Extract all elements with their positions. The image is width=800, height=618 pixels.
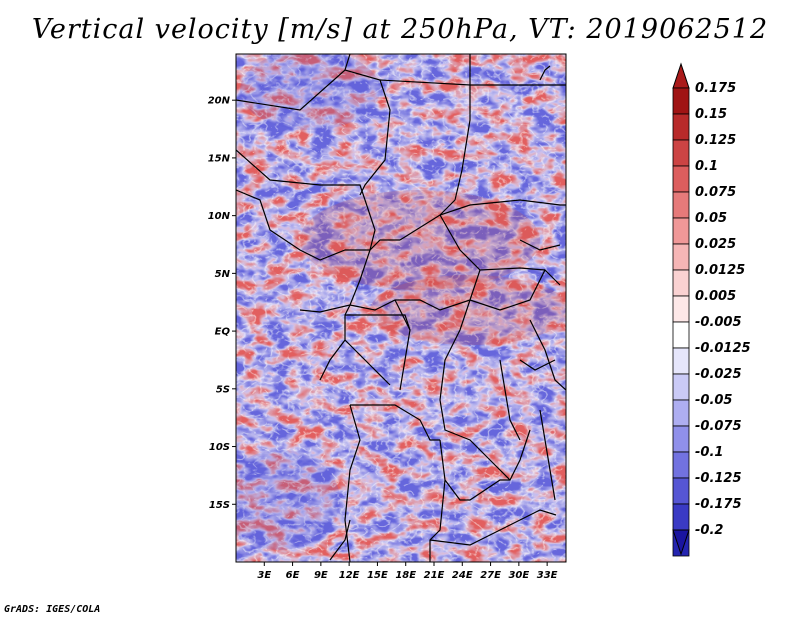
colorbar: 0.175 0.15 0.125 0.1 0.075 0.05 0.025 0.0125 0.0… <box>672 62 751 557</box>
colorbar-level-label: 0.0125 <box>695 263 745 278</box>
colorbar-level-label: 0.005 <box>695 289 736 304</box>
colorbar-swatch <box>672 321 690 349</box>
colorbar-level-label: 0.1 <box>695 159 718 174</box>
lon-tick-label: 12E <box>339 570 360 581</box>
colorbar-top-arrow <box>672 62 690 89</box>
colorbar-swatch <box>672 503 690 531</box>
colorbar-level-label: -0.0125 <box>695 341 751 356</box>
colorbar-level-label: 0.125 <box>695 133 736 148</box>
colorbar-level-label: -0.2 <box>695 523 723 538</box>
colorbar-swatch <box>672 451 690 479</box>
grads-credit: GrADS: IGES/COLA <box>4 604 101 615</box>
lat-tick-label: 10N <box>208 211 231 222</box>
map-title: Vertical velocity [m/s] at 250hPa, VT: 2… <box>31 14 769 45</box>
colorbar-level-label: 0.025 <box>695 237 736 252</box>
colorbar-swatch <box>672 243 690 271</box>
colorbar-level-label: -0.005 <box>695 315 742 330</box>
colorbar-swatch <box>672 347 690 375</box>
lat-tick-label: 15S <box>209 500 230 511</box>
colorbar-bottom-arrow <box>672 529 690 556</box>
colorbar-level-label: -0.1 <box>695 445 723 460</box>
lon-tick-label: 6E <box>286 570 300 581</box>
colorbar-level-label: -0.05 <box>695 393 732 408</box>
colorbar-swatch <box>672 217 690 245</box>
map-frame <box>235 53 567 563</box>
colorbar-level-label: -0.125 <box>695 471 742 486</box>
longitude-ticks: 3E 6E 9E 12E 15E 18E 21E 24E 27E 30E 33E <box>257 562 558 581</box>
colorbar-swatch <box>672 113 690 141</box>
colorbar-swatch <box>672 191 690 219</box>
colorbar-swatch <box>672 425 690 453</box>
lon-tick-label: 18E <box>395 570 416 581</box>
colorbar-level-label: -0.075 <box>695 419 742 434</box>
lon-tick-label: 30E <box>508 570 529 581</box>
lon-tick-label: 15E <box>367 570 388 581</box>
colorbar-swatch <box>672 87 690 115</box>
colorbar-swatch <box>672 373 690 401</box>
colorbar-level-label: 0.15 <box>695 107 727 122</box>
colorbar-swatch <box>672 269 690 297</box>
lon-tick-label: 3E <box>257 570 271 581</box>
lat-tick-label: 10S <box>209 442 230 453</box>
lon-tick-label: 27E <box>480 570 501 581</box>
colorbar-swatch <box>672 477 690 505</box>
lon-tick-label: 24E <box>452 570 473 581</box>
lat-tick-label: 15N <box>208 153 231 164</box>
colorbar-level-label: 0.05 <box>695 211 727 226</box>
colorbar-level-label: -0.175 <box>695 497 742 512</box>
colorbar-level-label: 0.075 <box>695 185 736 200</box>
lon-tick-label: 21E <box>424 570 445 581</box>
lon-tick-label: 9E <box>314 570 328 581</box>
lat-tick-label: 5N <box>215 269 231 280</box>
colorbar-swatch <box>672 295 690 323</box>
lat-tick-label: 5S <box>216 384 230 395</box>
lon-tick-label: 33E <box>537 570 558 581</box>
colorbar-level-label: -0.025 <box>695 367 742 382</box>
lat-tick-label: EQ <box>215 327 231 338</box>
colorbar-level-label: 0.175 <box>695 81 736 96</box>
latitude-ticks: 20N 15N 10N 5N EQ 5S 10S 15S <box>208 96 236 511</box>
colorbar-swatch <box>672 399 690 427</box>
colorbar-swatch <box>672 165 690 193</box>
colorbar-swatch <box>672 139 690 167</box>
country-borders <box>236 54 566 562</box>
vertical-velocity-field <box>236 54 566 562</box>
lat-tick-label: 20N <box>208 96 231 107</box>
